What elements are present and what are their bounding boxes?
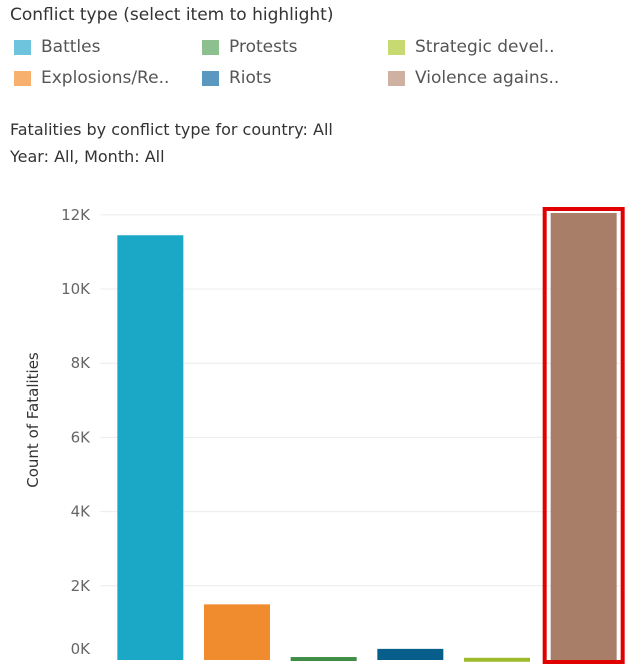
bar-4[interactable] <box>464 657 530 662</box>
y-tick-label: 2K <box>71 577 92 595</box>
bar-2[interactable] <box>290 657 357 662</box>
legend-item-battles[interactable]: Battles <box>14 37 100 57</box>
bar-5[interactable] <box>550 212 617 660</box>
legend-title: Conflict type (select item to highlight) <box>10 5 334 25</box>
y-tick-label: 10K <box>61 280 91 298</box>
legend-item-violence-against-civilians[interactable]: Violence agains.. <box>388 68 559 88</box>
legend-item-explosions[interactable]: Explosions/Re.. <box>14 68 169 88</box>
bars <box>117 206 625 664</box>
y-tick-label: 0K <box>71 640 92 658</box>
y-tick-label: 4K <box>71 503 92 521</box>
y-tick-label: 6K <box>71 428 92 446</box>
legend-swatch-violence-against-civilians <box>388 70 405 86</box>
gridlines <box>100 214 620 587</box>
legend-item-strategic-developments[interactable]: Strategic devel.. <box>388 37 555 57</box>
legend-item-riots[interactable]: Riots <box>202 68 271 88</box>
legend-swatch-strategic-developments <box>388 39 405 55</box>
bar-0[interactable] <box>117 235 184 660</box>
y-axis-ticks: 0K 2K 4K 6K 8K 10K 12K <box>61 206 91 658</box>
legend-label-riots: Riots <box>229 68 272 88</box>
legend-swatch-battles <box>14 39 31 55</box>
y-tick-label: 12K <box>61 206 91 224</box>
legend-label-battles: Battles <box>41 37 101 57</box>
bar-3[interactable] <box>377 648 444 660</box>
chart-subtitle: Year: All, Month: All <box>10 147 165 166</box>
legend-swatch-explosions <box>14 70 31 86</box>
legend-label-strategic-developments: Strategic devel.. <box>415 37 555 57</box>
chart-title: Fatalities by conflict type for country:… <box>10 120 333 139</box>
legend-item-protests[interactable]: Protests <box>202 37 297 57</box>
bar-1[interactable] <box>204 604 270 660</box>
highlight-box <box>542 206 625 664</box>
legend-label-explosions: Explosions/Re.. <box>41 68 170 88</box>
y-tick-label: 8K <box>71 354 92 372</box>
legend-label-violence-against-civilians: Violence agains.. <box>415 68 560 88</box>
legend-label-protests: Protests <box>229 37 298 57</box>
legend-swatch-protests <box>202 39 219 55</box>
legend-swatch-riots <box>202 70 219 86</box>
